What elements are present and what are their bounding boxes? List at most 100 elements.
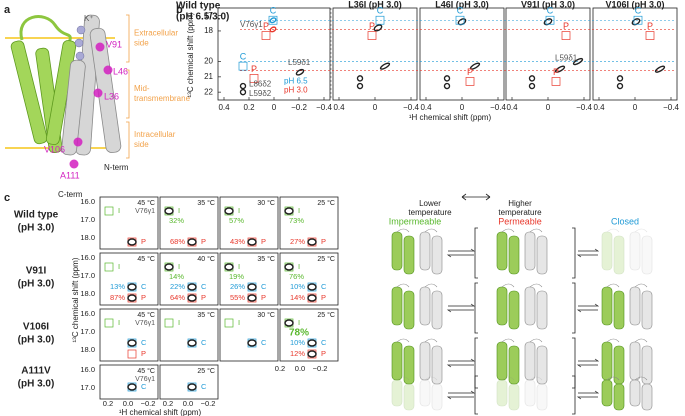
cylinder (536, 235, 548, 275)
equilibrium-arrow (576, 303, 600, 313)
spectrum-title: V91I (pH 3.0) (521, 0, 575, 9)
cylinder (641, 290, 653, 330)
cartoon-loop (396, 376, 438, 381)
cylinder (391, 231, 403, 271)
peak-label: V76γ1 (135, 320, 155, 327)
cylinder (419, 341, 431, 381)
state-box (224, 318, 234, 328)
ph-label: pH 3.0 (284, 86, 308, 95)
equilibrium-arrow (446, 390, 476, 400)
cylinder (524, 379, 536, 407)
peak (247, 283, 257, 291)
state-label: P (321, 349, 326, 358)
cylinder (431, 290, 443, 330)
x-tick-label: 0.0 (295, 364, 305, 373)
peak (307, 350, 317, 358)
peak (528, 75, 536, 82)
state-label: C (141, 382, 147, 391)
y-tick-label: 18.0 (80, 345, 95, 354)
state-label: I (178, 262, 180, 271)
peak (224, 207, 234, 215)
peak (239, 82, 247, 90)
state-box (104, 206, 114, 216)
spectrum-frame (99, 196, 159, 250)
peak (356, 82, 364, 90)
row-condition: (pH 3.0) (18, 223, 55, 234)
percentage: 32% (169, 216, 184, 225)
spectrum-frame (159, 196, 219, 250)
cylinder (601, 231, 613, 271)
double-arrow (461, 193, 491, 201)
terminus-label: N-term (104, 163, 129, 172)
x-tick-label: 0 (272, 103, 277, 112)
region-label: Intracellular (134, 130, 176, 139)
x-tick-label: 0.2 (243, 103, 255, 112)
cylinder (629, 231, 641, 271)
peak (528, 82, 536, 90)
equilibrium-arrow (446, 358, 476, 368)
cylinder (391, 379, 403, 407)
cylinder (496, 379, 508, 407)
peak-label: V76γ1 (135, 376, 155, 383)
spectrum-frame (592, 7, 678, 101)
helix-grey (61, 59, 86, 156)
bracket (474, 337, 576, 389)
state-label: I (118, 318, 120, 327)
spectrum-title: V106I (pH 3.0) (605, 0, 664, 9)
cylinder (536, 345, 548, 385)
peak (356, 75, 364, 82)
peak (164, 263, 174, 271)
cylinder (613, 290, 625, 330)
state-box (249, 74, 259, 83)
peak (127, 294, 137, 302)
temperature: 45 °C (137, 311, 155, 319)
bracket (474, 375, 576, 415)
residue (103, 65, 113, 75)
state-box (164, 318, 174, 328)
cylinder (508, 290, 520, 330)
state-label: P (261, 237, 266, 246)
peak (247, 294, 257, 302)
cylinder (403, 290, 415, 330)
residue-label: L46 (113, 66, 128, 76)
x-tick-label: 0.4 (593, 103, 605, 112)
state-label: C (201, 338, 207, 347)
bracket (474, 282, 576, 334)
peak (307, 238, 317, 246)
y-tick-label: 16.0 (80, 253, 95, 262)
state-label: P (141, 237, 146, 246)
peak (187, 294, 197, 302)
residue-label: V91 (106, 39, 122, 49)
peak (443, 75, 451, 82)
x-tick-label: −0.2 (141, 399, 156, 408)
state-label: C (240, 52, 247, 62)
state-label: P (647, 21, 653, 31)
peak (307, 339, 317, 347)
x-tick-label: −0.4 (316, 103, 332, 112)
row-condition: (pH 3.0) (18, 335, 55, 346)
x-tick-label: 0.0 (123, 399, 133, 408)
state-label: I (238, 206, 240, 215)
x-axis-label: ¹H chemical shift (ppm) (409, 113, 492, 122)
spectrum-frame (99, 252, 159, 306)
legend-state: Impermeable (389, 216, 442, 226)
row-name: A111V (21, 366, 51, 377)
region-label: side (134, 140, 149, 149)
percentage: 68% (170, 237, 185, 246)
percentage: 13% (110, 282, 125, 291)
channel-cartoon (391, 376, 443, 411)
cylinder (431, 383, 443, 411)
bracket (474, 227, 576, 279)
state-box (238, 61, 248, 71)
panel-label: c (4, 192, 10, 204)
residue (69, 159, 79, 169)
temperature: 40 °C (197, 255, 215, 263)
state-label: I (178, 206, 180, 215)
percentage: 10% (290, 282, 305, 291)
percentage: 43% (230, 237, 245, 246)
y-axis-label: ¹³C chemical shift (ppm) (71, 257, 80, 342)
state-box (465, 77, 475, 86)
state-box (268, 15, 278, 25)
cylinder (601, 286, 613, 326)
